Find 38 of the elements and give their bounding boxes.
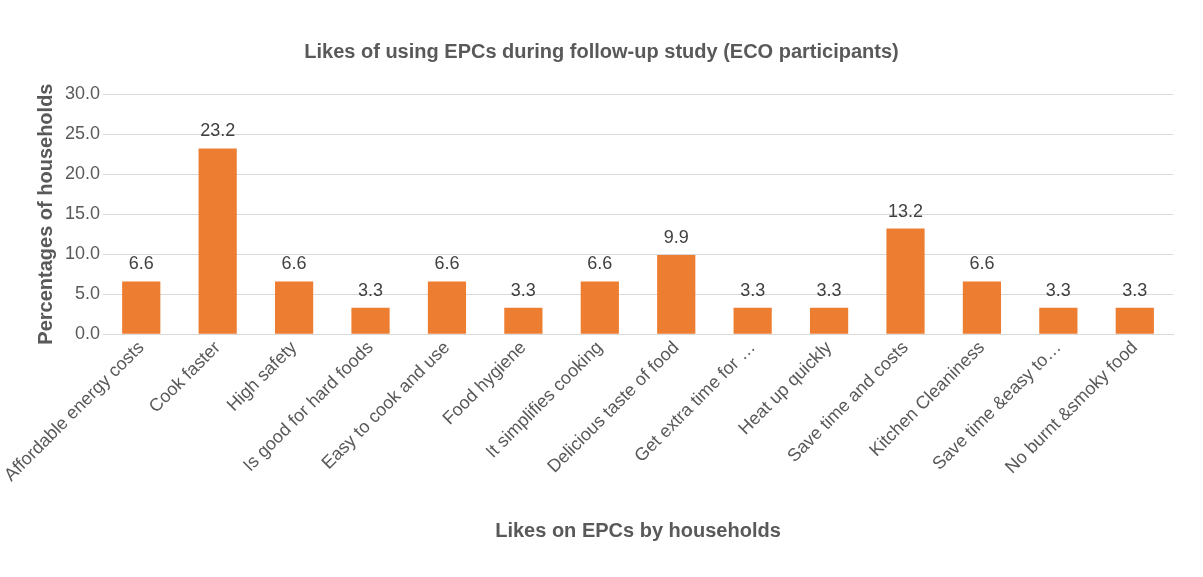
bar [122,281,161,334]
x-axis-title: Likes on EPCs by households [495,518,781,541]
bar [198,148,237,334]
chart-title: Likes of using EPCs during follow-up study (ECO participants) [304,39,899,62]
data-label: 3.3 [1122,279,1148,300]
bar [733,307,772,334]
bar [580,281,619,334]
data-label: 3.3 [816,279,842,300]
data-label: 13.2 [887,200,924,221]
bar [427,281,467,334]
data-label: 6.6 [281,253,307,274]
data-label: 3.3 [358,279,384,300]
y-tick-label: 10.0 [64,243,101,264]
y-tick-label: 20.0 [64,163,101,184]
y-axis-title: Percentages of households [33,83,56,345]
data-label: 23.2 [200,120,236,141]
data-label: 3.3 [510,279,536,300]
data-label: 3.3 [1045,279,1071,300]
data-label: 3.3 [740,279,766,300]
bar [886,228,925,334]
bar [1115,307,1154,334]
bar [504,307,543,334]
y-tick-label: 0.0 [75,323,101,344]
y-tick-label: 5.0 [75,283,101,304]
bar [962,281,1002,334]
bar [657,254,696,334]
data-label: 6.6 [434,253,460,274]
data-label: 6.6 [128,253,154,274]
y-tick-label: 15.0 [64,203,101,224]
y-tick-label: 30.0 [64,82,101,103]
data-label: 6.6 [587,253,613,274]
y-tick-label: 25.0 [64,123,101,144]
bar [809,307,849,334]
data-label: 9.9 [663,226,689,247]
bar [274,281,314,334]
data-label: 6.6 [969,253,995,274]
bar [351,307,390,334]
bar [1039,307,1078,334]
